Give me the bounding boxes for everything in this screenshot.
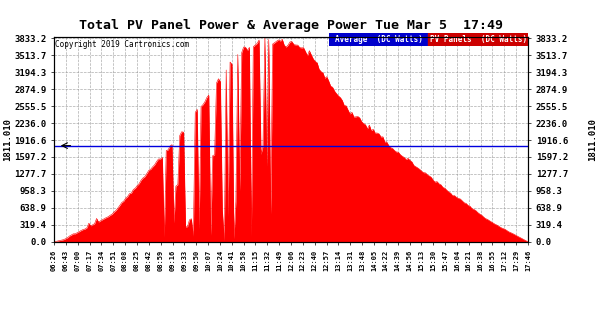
Text: 1811.010: 1811.010 bbox=[588, 118, 597, 161]
Text: 1811.010: 1811.010 bbox=[3, 118, 12, 161]
Title: Total PV Panel Power & Average Power Tue Mar 5  17:49: Total PV Panel Power & Average Power Tue… bbox=[79, 19, 503, 32]
Text: Copyright 2019 Cartronics.com: Copyright 2019 Cartronics.com bbox=[55, 40, 189, 49]
